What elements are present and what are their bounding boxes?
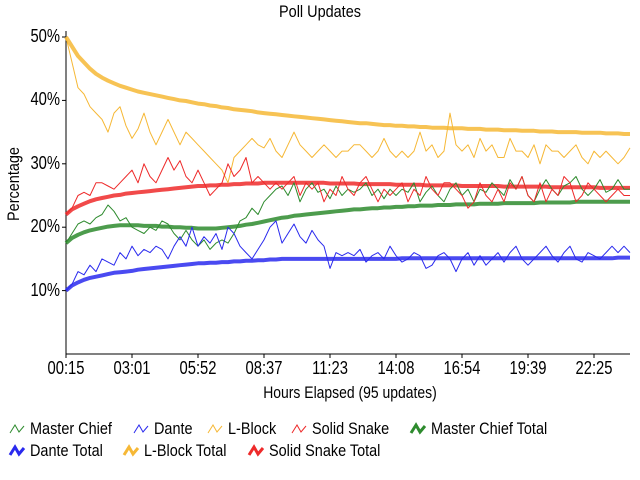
legend-item-l-block: L-Block [206, 419, 285, 439]
legend-swatch-icon [122, 444, 139, 457]
legend-row-2: Dante Total L-Block Total Solid Snake Tota… [8, 440, 640, 462]
y-tick-label: 10% [30, 279, 60, 300]
legend-swatch-icon [133, 424, 149, 434]
legend-label: Solid Snake [312, 419, 390, 438]
x-tick-label: 19:39 [509, 358, 547, 378]
legend-label: Dante [154, 419, 193, 438]
series-line-master-chief-total [64, 199, 630, 245]
legend-item-master-chief: Master Chief [8, 419, 126, 439]
x-tick-label: 08:37 [245, 358, 283, 378]
legend-swatch-icon [409, 422, 427, 435]
legend-label: Master Chief Total [431, 419, 548, 438]
legend-label: Master Chief [30, 419, 112, 438]
chart-title: Poll Updates [279, 2, 361, 21]
legend-swatch-icon [207, 424, 223, 434]
series-line-dante-total [64, 255, 630, 293]
x-tick-label: 16:54 [443, 358, 481, 378]
y-tick-label: 50% [30, 26, 60, 46]
x-tick-label: 05:52 [179, 358, 217, 378]
x-tick-label: 03:01 [113, 358, 151, 378]
legend-label: L-Block Total [143, 441, 227, 460]
x-tick-label: 22:25 [575, 358, 613, 378]
series-line-solid-snake [65, 157, 630, 215]
legend-swatch-icon [9, 424, 25, 434]
series-line-solid-snake-total [64, 180, 630, 217]
legend-label: Solid Snake Total [268, 441, 381, 460]
legend-item-dante: Dante [132, 419, 199, 439]
legend-swatch-icon [8, 444, 26, 457]
x-axis-label: Hours Elapsed (95 updates) [263, 383, 437, 402]
series-line-l-block [65, 36, 631, 184]
y-tick-label: 40% [30, 89, 60, 110]
legend-swatch-icon [247, 444, 264, 457]
x-tick-label: 14:08 [377, 358, 415, 378]
series-line-l-block-total [64, 35, 630, 136]
series-line-dante [65, 220, 631, 291]
legend-row-1: Master Chief Dante L-Block Solid Snake Maste… [8, 418, 640, 440]
y-axis-label: Percentage [4, 147, 23, 221]
y-tick-label: 20% [30, 216, 60, 237]
legend-label: Dante Total [30, 441, 103, 460]
legend-label: L-Block [227, 419, 276, 438]
chart-legend: Master Chief Dante L-Block Solid Snake Maste… [8, 418, 640, 462]
y-tick-label: 30% [30, 152, 60, 173]
legend-item-solid-snake: Solid Snake [290, 419, 403, 439]
x-tick-label: 00:15 [47, 358, 85, 378]
legend-item-master-chief-total: Master Chief Total [409, 419, 568, 439]
legend-swatch-icon [292, 424, 307, 434]
x-tick-label: 11:23 [312, 358, 348, 378]
legend-item-dante-total: Dante Total [8, 441, 116, 461]
legend-item-l-block-total: L-Block Total [122, 441, 241, 461]
legend-item-solid-snake-total: Solid Snake Total [247, 441, 400, 461]
